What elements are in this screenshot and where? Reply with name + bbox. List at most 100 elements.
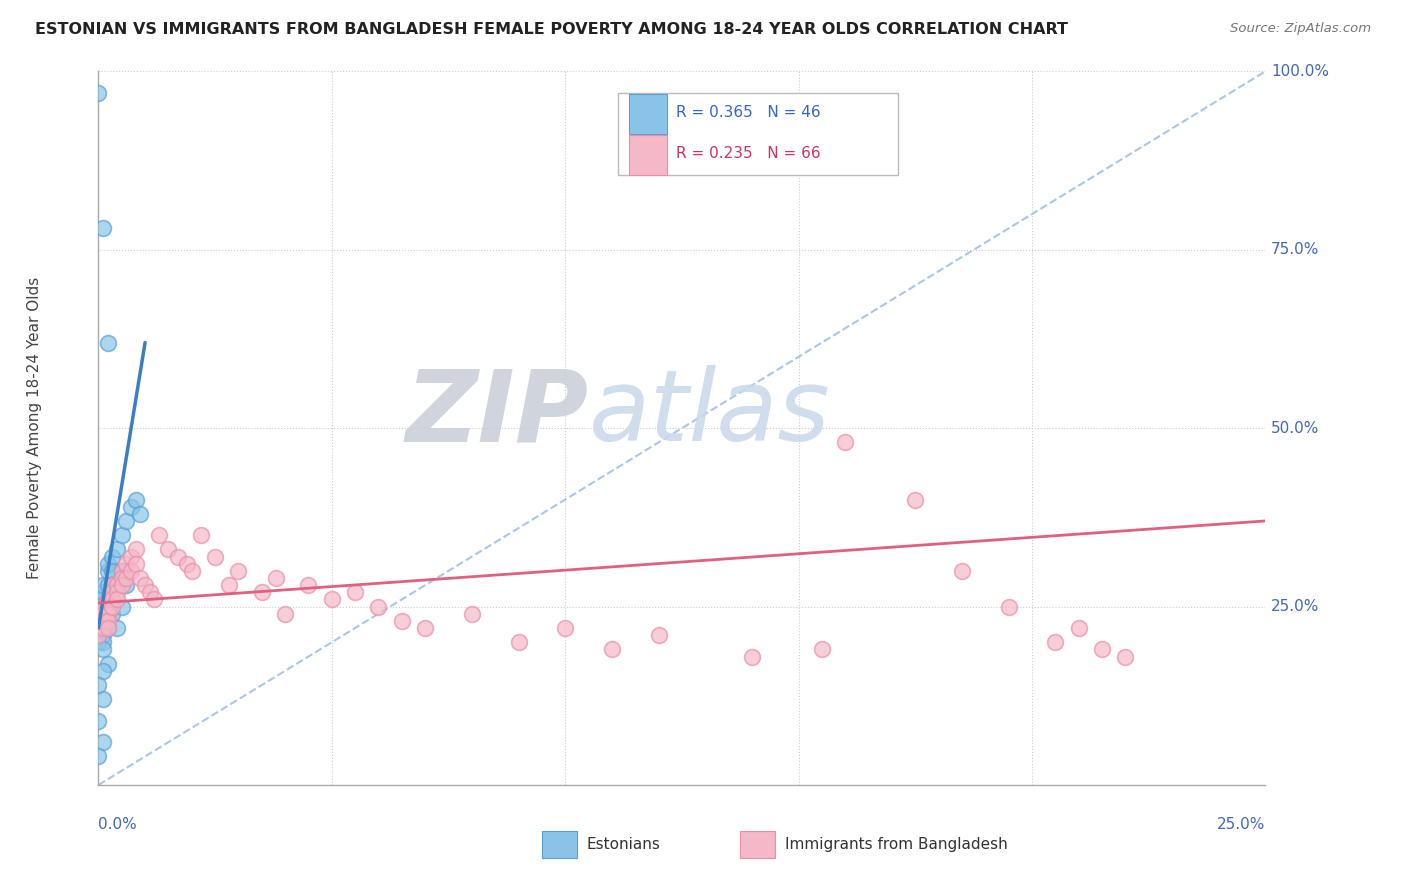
Point <box>148 528 170 542</box>
Point <box>97 607 120 621</box>
Point <box>91 635 114 649</box>
Point <box>87 614 110 628</box>
Point <box>180 564 202 578</box>
Text: Immigrants from Bangladesh: Immigrants from Bangladesh <box>785 837 1007 852</box>
Point <box>97 657 120 671</box>
Point <box>274 607 297 621</box>
Point <box>600 642 623 657</box>
Point <box>87 628 110 642</box>
Text: 100.0%: 100.0% <box>1271 64 1329 78</box>
Text: Estonians: Estonians <box>586 837 659 852</box>
Point <box>91 585 114 599</box>
Point <box>97 564 120 578</box>
Point <box>904 492 927 507</box>
Point <box>111 599 134 614</box>
Point <box>87 621 110 635</box>
Point <box>115 571 138 585</box>
Point <box>367 599 389 614</box>
Point <box>91 578 114 592</box>
Point <box>111 564 134 578</box>
Point <box>111 528 134 542</box>
Point <box>101 592 124 607</box>
Point <box>834 435 856 450</box>
Point <box>190 528 212 542</box>
Point <box>105 578 128 592</box>
FancyBboxPatch shape <box>617 93 898 175</box>
Point <box>647 628 669 642</box>
Point <box>97 599 120 614</box>
Point <box>87 678 110 692</box>
Text: 25.0%: 25.0% <box>1271 599 1320 614</box>
Point <box>129 571 152 585</box>
Bar <box>630 136 666 175</box>
Point <box>87 607 110 621</box>
Point <box>111 564 134 578</box>
Point <box>97 578 120 592</box>
Point <box>101 578 124 592</box>
Point <box>125 542 148 557</box>
Point <box>413 621 436 635</box>
Point <box>218 578 240 592</box>
Text: Female Poverty Among 18-24 Year Olds: Female Poverty Among 18-24 Year Olds <box>27 277 42 579</box>
Bar <box>541 831 576 858</box>
Point <box>741 649 763 664</box>
Point <box>87 714 110 728</box>
Point <box>91 221 114 235</box>
Point <box>97 607 120 621</box>
Point <box>97 592 120 607</box>
Text: 75.0%: 75.0% <box>1271 243 1320 257</box>
Point <box>91 607 114 621</box>
Point <box>111 578 134 592</box>
Point <box>87 635 110 649</box>
Point <box>101 564 124 578</box>
Point <box>166 549 188 564</box>
Point <box>87 749 110 764</box>
Point <box>105 621 128 635</box>
Point <box>129 507 152 521</box>
Point <box>101 599 124 614</box>
Point <box>105 585 128 599</box>
Point <box>97 557 120 571</box>
Point <box>91 592 114 607</box>
Point <box>97 614 120 628</box>
Point <box>91 628 114 642</box>
Point <box>105 578 128 592</box>
Point <box>97 592 120 607</box>
Point <box>264 571 287 585</box>
Point <box>91 621 114 635</box>
Text: 50.0%: 50.0% <box>1271 421 1320 435</box>
Point <box>91 621 114 635</box>
Point <box>115 578 138 592</box>
Point <box>157 542 180 557</box>
Point <box>87 621 110 635</box>
Text: Source: ZipAtlas.com: Source: ZipAtlas.com <box>1230 22 1371 36</box>
Point <box>105 542 128 557</box>
Point <box>1045 635 1067 649</box>
Bar <box>741 831 775 858</box>
Point <box>139 585 162 599</box>
Point <box>105 592 128 607</box>
Point <box>91 664 114 678</box>
Point <box>1067 621 1090 635</box>
Text: ZIP: ZIP <box>405 366 589 462</box>
Point <box>87 614 110 628</box>
Point <box>1114 649 1136 664</box>
Point <box>176 557 198 571</box>
Point <box>101 578 124 592</box>
Point <box>204 549 226 564</box>
Point <box>87 628 110 642</box>
Text: 0.0%: 0.0% <box>98 817 138 832</box>
Point <box>297 578 319 592</box>
Point <box>391 614 413 628</box>
Point <box>120 564 142 578</box>
Bar <box>630 95 666 134</box>
Point <box>91 735 114 749</box>
Point <box>111 571 134 585</box>
Point <box>120 500 142 514</box>
Point <box>91 614 114 628</box>
Point <box>125 557 148 571</box>
Point <box>228 564 250 578</box>
Point <box>101 549 124 564</box>
Point <box>91 692 114 706</box>
Point <box>508 635 530 649</box>
